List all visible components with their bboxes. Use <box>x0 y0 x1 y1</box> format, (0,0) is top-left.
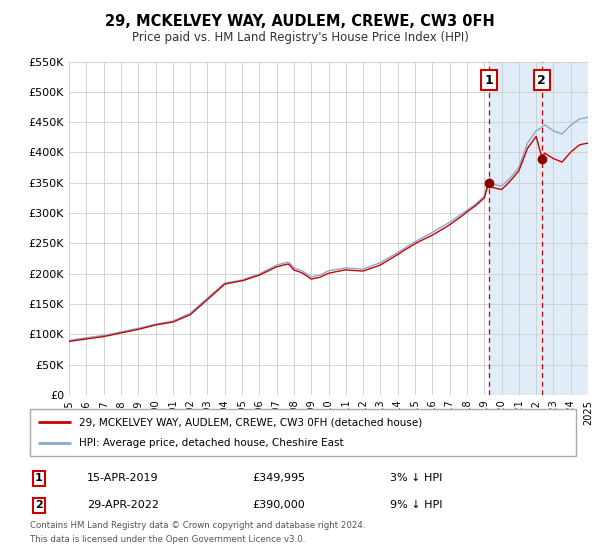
Text: 1: 1 <box>485 74 494 87</box>
Text: 1: 1 <box>35 473 43 483</box>
Text: 2: 2 <box>538 74 546 87</box>
Text: Price paid vs. HM Land Registry's House Price Index (HPI): Price paid vs. HM Land Registry's House … <box>131 31 469 44</box>
Text: 15-APR-2019: 15-APR-2019 <box>87 473 158 483</box>
Text: £390,000: £390,000 <box>252 500 305 510</box>
Text: 9% ↓ HPI: 9% ↓ HPI <box>390 500 443 510</box>
Text: 3% ↓ HPI: 3% ↓ HPI <box>390 473 442 483</box>
Text: Contains HM Land Registry data © Crown copyright and database right 2024.: Contains HM Land Registry data © Crown c… <box>30 521 365 530</box>
Text: 29, MCKELVEY WAY, AUDLEM, CREWE, CW3 0FH (detached house): 29, MCKELVEY WAY, AUDLEM, CREWE, CW3 0FH… <box>79 417 422 427</box>
Text: 29-APR-2022: 29-APR-2022 <box>87 500 159 510</box>
Bar <box>489 62 588 395</box>
Text: This data is licensed under the Open Government Licence v3.0.: This data is licensed under the Open Gov… <box>30 535 305 544</box>
Text: HPI: Average price, detached house, Cheshire East: HPI: Average price, detached house, Ches… <box>79 438 344 448</box>
Text: 2: 2 <box>35 500 43 510</box>
Text: 29, MCKELVEY WAY, AUDLEM, CREWE, CW3 0FH: 29, MCKELVEY WAY, AUDLEM, CREWE, CW3 0FH <box>105 14 495 29</box>
Text: £349,995: £349,995 <box>252 473 305 483</box>
